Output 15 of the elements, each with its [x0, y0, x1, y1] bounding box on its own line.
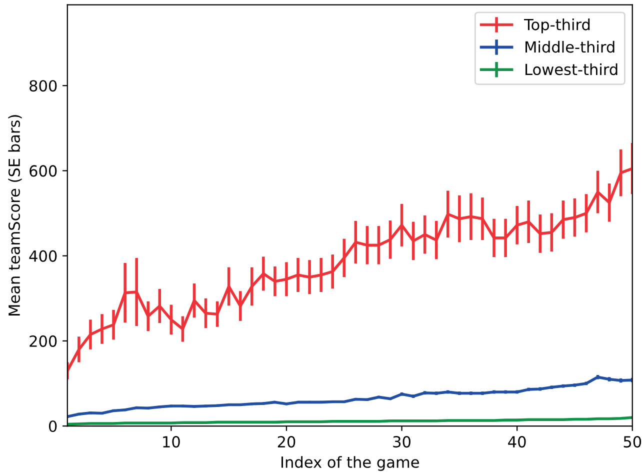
- y-tick-label: 0: [48, 420, 57, 432]
- legend-label: Middle-third: [526, 40, 614, 53]
- y-axis-title: Mean teamScore (SE bars): [8, 115, 22, 316]
- x-tick-label: 50: [624, 436, 642, 448]
- x-axis-title: Index of the game: [282, 456, 419, 471]
- x-tick-label: 10: [163, 436, 180, 448]
- y-tick-label: 400: [29, 250, 57, 262]
- x-tick-label: 20: [278, 436, 296, 448]
- y-tick-label: 200: [30, 335, 57, 347]
- legend-label: Lowest-third: [526, 63, 618, 76]
- y-tick-label: 800: [30, 80, 57, 92]
- y-tick-label: 600: [30, 165, 57, 177]
- x-tick-label: 40: [508, 436, 526, 448]
- legend-label: Top-third: [524, 18, 590, 34]
- x-tick-label: 30: [393, 436, 410, 448]
